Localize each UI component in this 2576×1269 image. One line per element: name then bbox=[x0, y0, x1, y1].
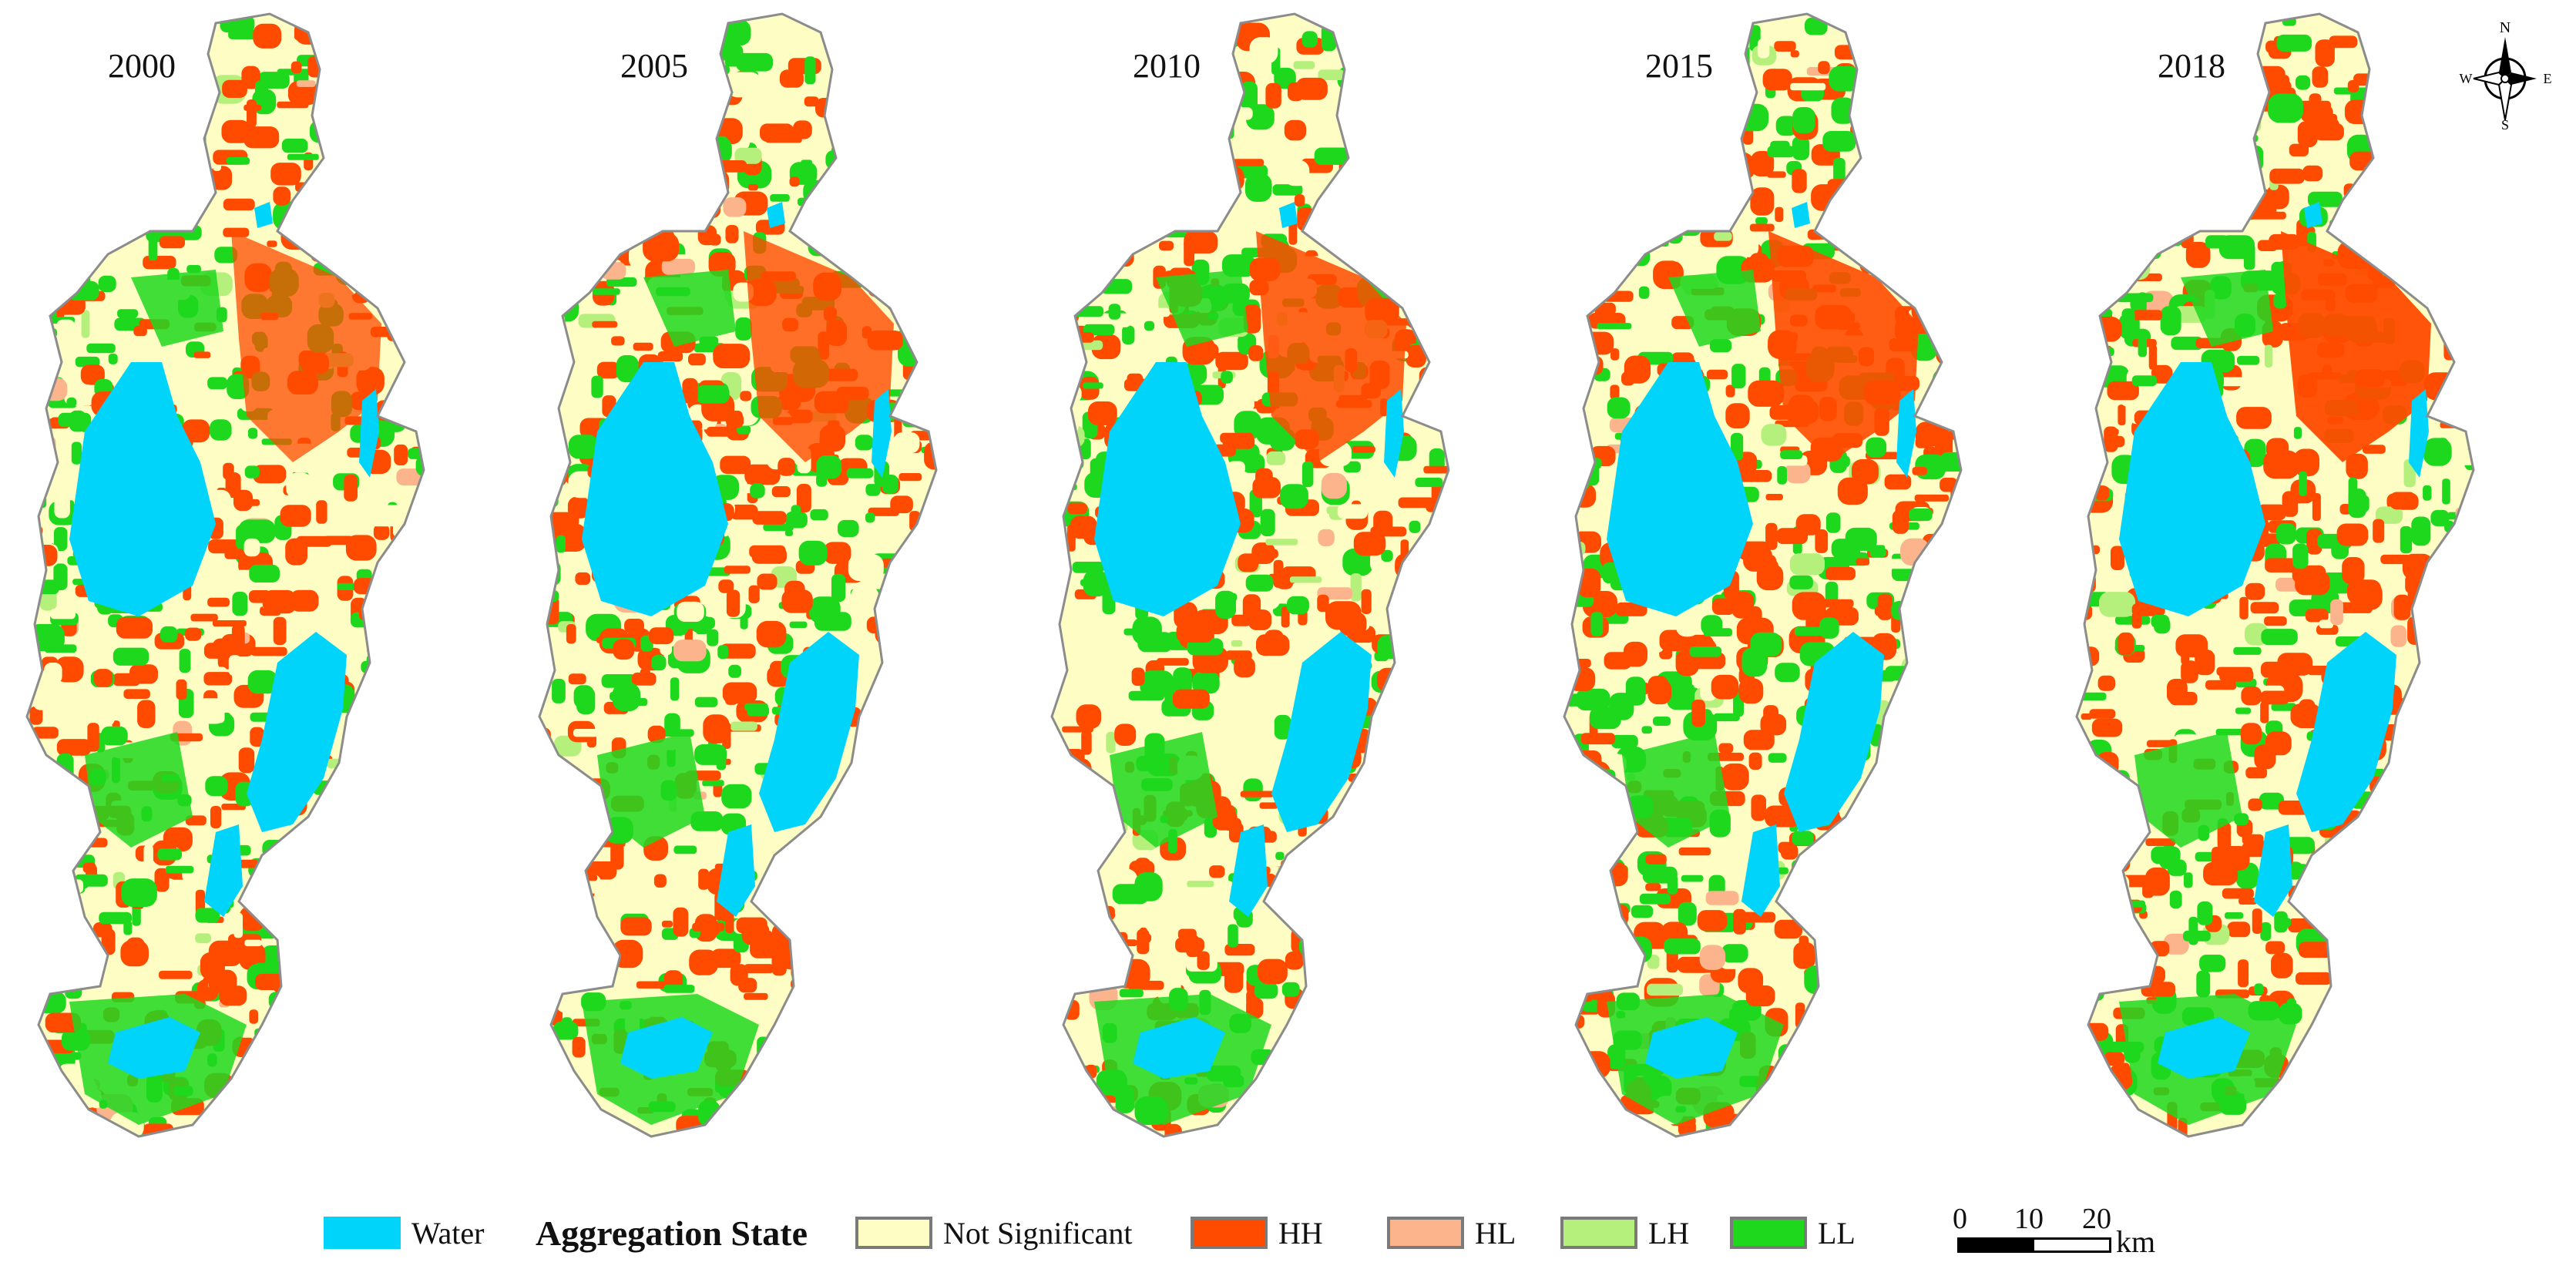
water-body bbox=[69, 362, 216, 616]
map-class-patches bbox=[1564, 14, 1961, 1136]
scale-bar: 0 10 20 km bbox=[1953, 1203, 2250, 1262]
panel-year-label: 2005 bbox=[620, 47, 688, 85]
water-body bbox=[204, 824, 243, 917]
map-class-patches bbox=[27, 14, 424, 1136]
map-class-patches bbox=[2077, 14, 2474, 1136]
region-map bbox=[2075, 12, 2475, 1138]
legend-title: Aggregation State bbox=[536, 1213, 808, 1253]
water-body bbox=[1384, 389, 1404, 478]
water-body bbox=[359, 389, 379, 478]
water-body bbox=[1741, 824, 1780, 917]
map-panel-2000: 2000 bbox=[15, 0, 524, 1187]
water-body bbox=[1133, 1017, 1225, 1079]
water-body bbox=[1279, 202, 1298, 228]
region-map bbox=[25, 12, 425, 1138]
scale-ticks: 0 10 20 bbox=[1953, 1202, 2158, 1235]
legend-swatch-hl bbox=[1387, 1217, 1464, 1249]
compass-w: W bbox=[2460, 71, 2473, 86]
region-map bbox=[1050, 12, 1450, 1138]
legend-label-water: Water bbox=[411, 1215, 485, 1251]
legend-item-not-significant: Not Significant bbox=[855, 1214, 1133, 1252]
legend-item-water: Water bbox=[324, 1214, 485, 1252]
panel-year-label: 2000 bbox=[108, 47, 176, 85]
water-body bbox=[1229, 824, 1268, 917]
legend-swatch-ll bbox=[1730, 1217, 1807, 1249]
water-body bbox=[2158, 1017, 2250, 1079]
legend-label-hl: HL bbox=[1475, 1215, 1516, 1251]
scale-unit: km bbox=[2116, 1224, 2156, 1259]
legend-item-hh: HH bbox=[1191, 1214, 1323, 1252]
region-outline bbox=[25, 12, 425, 1138]
water-body bbox=[2304, 202, 2322, 228]
water-body bbox=[2119, 362, 2265, 616]
maps-row: 2000 2005 2010 2015 2018 bbox=[15, 0, 2574, 1187]
region-map bbox=[538, 12, 938, 1138]
legend-item-lh: LH bbox=[1560, 1214, 1689, 1252]
region-outline bbox=[1563, 12, 1963, 1138]
legend-swatch-not-significant bbox=[855, 1217, 932, 1249]
water-body bbox=[872, 389, 892, 478]
legend-label-ll: LL bbox=[1818, 1215, 1856, 1251]
water-body bbox=[620, 1017, 713, 1079]
water-body bbox=[1607, 362, 1753, 616]
region-outline bbox=[1050, 12, 1450, 1138]
water-body bbox=[1645, 1017, 1738, 1079]
legend-item-hl: HL bbox=[1387, 1214, 1516, 1252]
legend-swatch-water bbox=[324, 1217, 401, 1249]
water-body bbox=[2254, 824, 2292, 917]
map-panel-2005: 2005 bbox=[528, 0, 1036, 1187]
water-body bbox=[717, 824, 755, 917]
map-legend: Water Aggregation State Not Significant … bbox=[0, 1198, 2576, 1267]
scale-bar-graphic bbox=[1957, 1237, 2111, 1253]
map-class-patches bbox=[539, 14, 936, 1136]
panel-year-label: 2010 bbox=[1133, 47, 1201, 85]
water-body bbox=[254, 202, 273, 228]
legend-label-not-significant: Not Significant bbox=[943, 1215, 1133, 1251]
map-panel-2010: 2010 bbox=[1040, 0, 1549, 1187]
legend-label-lh: LH bbox=[1648, 1215, 1690, 1251]
compass-n: N bbox=[2500, 19, 2511, 36]
scale-tick: 10 bbox=[2014, 1203, 2044, 1235]
water-body bbox=[2296, 632, 2396, 832]
water-body bbox=[2409, 389, 2429, 478]
water-body bbox=[759, 632, 859, 832]
compass-s: S bbox=[2501, 117, 2509, 133]
panel-year-label: 2018 bbox=[2158, 47, 2225, 85]
legend-title-text: Aggregation State bbox=[536, 1213, 808, 1253]
map-panel-2018: 2018 bbox=[2065, 0, 2574, 1187]
region-outline bbox=[538, 12, 938, 1138]
panel-year-label: 2015 bbox=[1645, 47, 1713, 85]
legend-item-ll: LL bbox=[1730, 1214, 1856, 1252]
legend-label-hh: HH bbox=[1278, 1215, 1323, 1251]
water-body bbox=[108, 1017, 200, 1079]
map-class-patches bbox=[1052, 14, 1449, 1136]
north-arrow-icon: N S W E bbox=[2460, 19, 2552, 133]
water-body bbox=[1094, 362, 1241, 616]
legend-swatch-hh bbox=[1191, 1217, 1268, 1249]
water-body bbox=[1784, 632, 1884, 832]
map-panel-2015: 2015 bbox=[1553, 0, 2061, 1187]
water-body bbox=[582, 362, 728, 616]
water-body bbox=[1792, 202, 1810, 228]
scale-tick: 0 bbox=[1953, 1203, 1967, 1235]
compass-e: E bbox=[2544, 71, 2552, 86]
water-body bbox=[1896, 389, 1916, 478]
legend-swatch-lh bbox=[1560, 1217, 1637, 1249]
region-map bbox=[1563, 12, 1963, 1138]
water-body bbox=[767, 202, 785, 228]
water-body bbox=[1271, 632, 1372, 832]
water-body bbox=[247, 632, 347, 832]
scale-tick: 20 bbox=[2082, 1203, 2111, 1235]
region-outline bbox=[2075, 12, 2475, 1138]
